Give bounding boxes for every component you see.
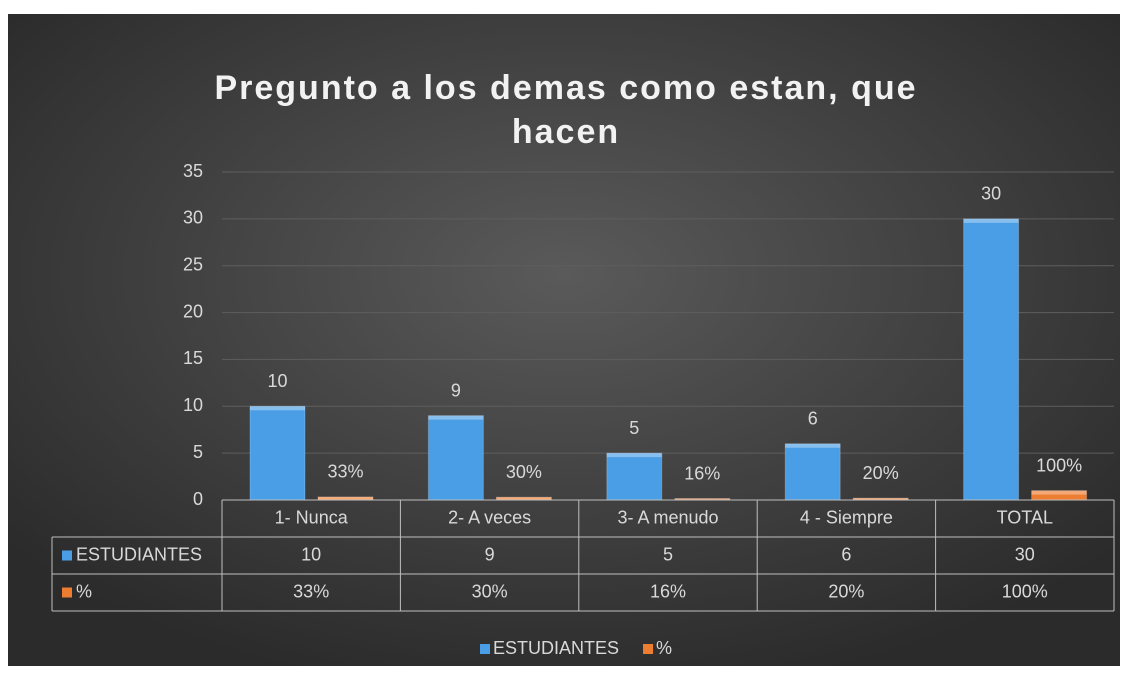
data-label: 16% <box>684 463 720 483</box>
table-cell: 30 <box>1015 544 1035 564</box>
y-tick-label: 20 <box>183 301 203 321</box>
y-tick-label: 5 <box>193 442 203 462</box>
y-tick-label: 35 <box>183 161 203 181</box>
table-cell: 33% <box>293 581 329 601</box>
bar-highlight <box>785 443 841 448</box>
chart-title: Pregunto a los demas como estan, que hac… <box>214 69 918 151</box>
x-tick-label: 4 - Siempre <box>800 507 893 527</box>
x-tick-label: 1- Nunca <box>275 507 349 527</box>
legend-key <box>480 644 490 654</box>
table-row-label: % <box>76 581 92 601</box>
bar-highlight <box>250 406 305 411</box>
x-tick-label: TOTAL <box>997 507 1053 527</box>
data-label: 30 <box>981 184 1001 204</box>
bar-highlight <box>963 218 1019 223</box>
x-tick-label: 3- A menudo <box>617 507 718 527</box>
data-label: 5 <box>629 418 639 438</box>
data-label: 33% <box>327 462 363 482</box>
bar-highlight <box>1031 490 1087 495</box>
table-cell: 16% <box>650 581 686 601</box>
bar <box>963 218 1020 501</box>
bar <box>427 415 484 501</box>
legend-label: % <box>656 638 672 658</box>
y-tick-label: 30 <box>183 208 203 228</box>
table-cell: 20% <box>828 581 864 601</box>
bar-highlight <box>853 498 909 500</box>
table-row-label: ESTUDIANTES <box>76 544 202 564</box>
data-label: 100% <box>1036 455 1082 475</box>
table-cell: 5 <box>663 544 673 564</box>
table-cell: 10 <box>301 544 321 564</box>
table-legend-key <box>62 550 72 561</box>
bar <box>784 443 841 501</box>
y-tick-label: 25 <box>183 254 203 274</box>
data-label: 9 <box>451 380 461 400</box>
chart-background <box>8 14 1120 666</box>
legend-key <box>643 644 654 654</box>
bar-highlight <box>674 498 730 500</box>
y-tick-label: 10 <box>183 395 203 415</box>
table-cell: 100% <box>1002 581 1048 601</box>
table-cell: 9 <box>485 544 495 564</box>
legend-label: ESTUDIANTES <box>493 638 619 658</box>
table-cell: 30% <box>472 581 508 601</box>
table-cell: 6 <box>841 544 851 564</box>
bar <box>249 405 306 501</box>
bar-highlight <box>606 453 662 458</box>
bar-highlight <box>428 415 484 420</box>
y-tick-label: 0 <box>193 489 203 509</box>
bar-highlight <box>318 496 373 500</box>
bar-highlight <box>496 497 552 500</box>
table-legend-key <box>62 587 72 598</box>
y-tick-label: 15 <box>183 348 203 368</box>
data-label: 6 <box>808 409 818 429</box>
data-label: 30% <box>506 462 542 482</box>
data-label: 10 <box>267 371 287 391</box>
x-tick-label: 2- A veces <box>448 507 531 527</box>
bar <box>606 452 663 501</box>
data-label: 20% <box>863 463 899 483</box>
